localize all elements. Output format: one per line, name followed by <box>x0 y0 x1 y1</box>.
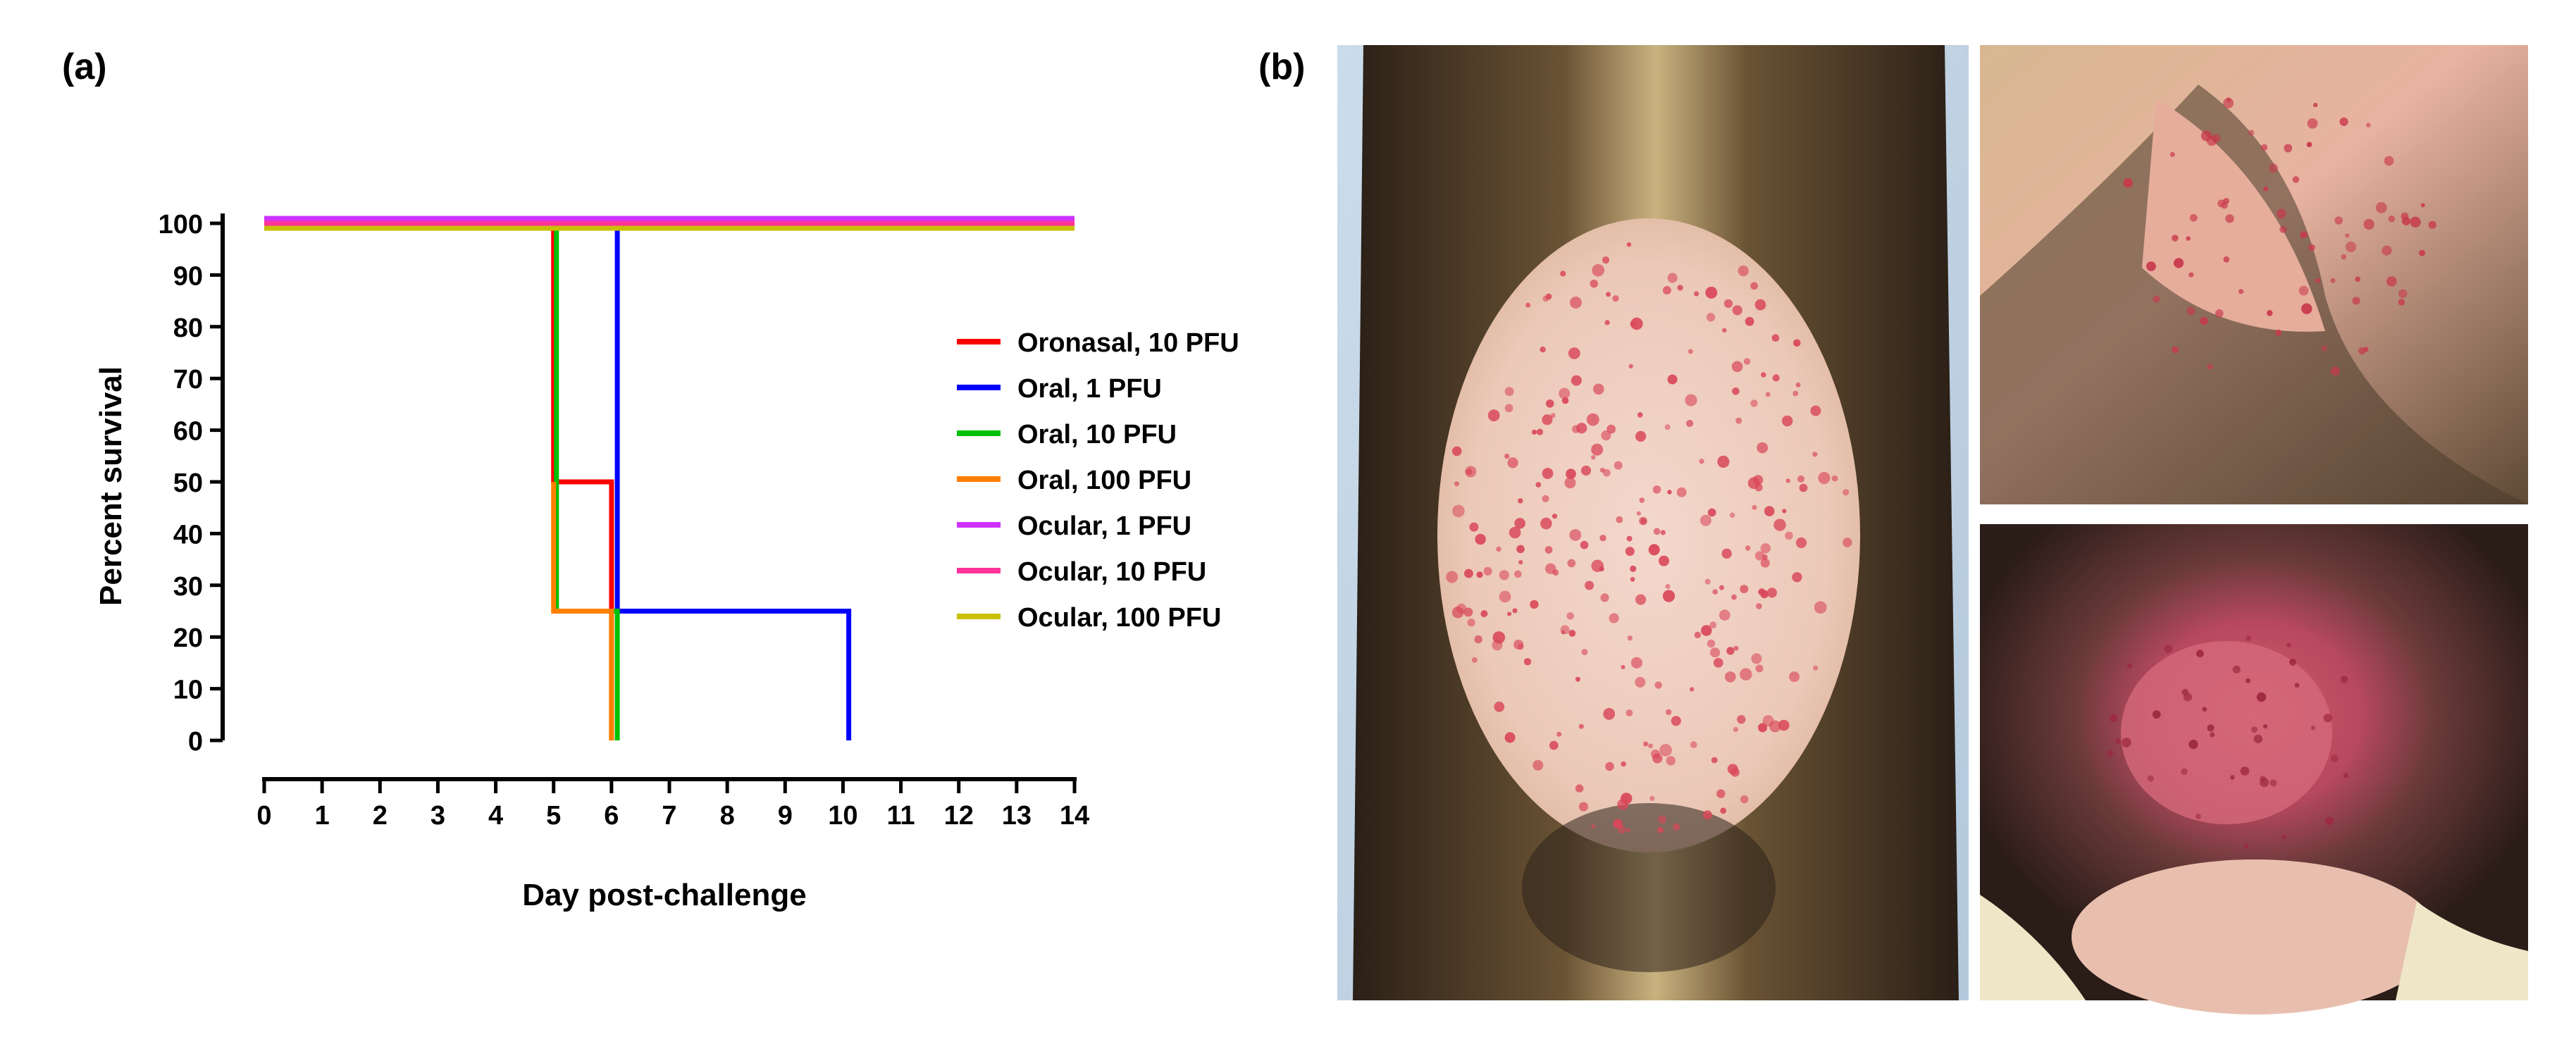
x-tick-label: 14 <box>1060 801 1089 831</box>
x-tick-label: 12 <box>944 801 974 831</box>
x-tick-label: 6 <box>604 801 619 831</box>
y-tick-label: 80 <box>173 313 203 343</box>
legend: Oronasal, 10 PFU Oral, 1 PFU Oral, 10 PFU O… <box>957 328 1239 633</box>
x-axis-label: Day post-challenge <box>522 878 806 912</box>
series-lines <box>264 216 1075 740</box>
x-tick-label: 0 <box>256 801 271 831</box>
legend-label: Oral, 100 PFU <box>1017 466 1191 495</box>
x-tick-label: 5 <box>546 801 561 831</box>
x-tick-label: 2 <box>373 801 388 831</box>
panel-a-label: (a) <box>62 46 107 87</box>
legend-label: Oral, 10 PFU <box>1017 420 1177 449</box>
x-tick-label: 11 <box>886 801 915 831</box>
chin-lesion-spots <box>2107 635 2348 849</box>
ear-lesion-spots <box>2123 97 2436 376</box>
y-axis-label: Percent survival <box>94 366 128 606</box>
legend-label: Ocular, 10 PFU <box>1017 557 1206 587</box>
photo-abdomen <box>1337 45 1969 1000</box>
series-line <box>551 482 614 740</box>
y-tick-label: 10 <box>173 676 203 705</box>
panel-b-label: (b) <box>1258 46 1305 87</box>
y-tick-label: 70 <box>173 365 203 395</box>
photo-chin <box>1980 524 2528 1014</box>
y-tick-label: 30 <box>173 572 203 602</box>
y-axis: 0 10 20 30 40 50 60 70 80 90 100 <box>159 210 225 757</box>
y-tick-label: 90 <box>173 261 203 291</box>
legend-label: Ocular, 100 PFU <box>1017 603 1221 633</box>
photo-ear <box>1980 45 2528 504</box>
x-tick-label: 8 <box>720 801 735 831</box>
series-line <box>264 221 614 740</box>
x-tick-label: 1 <box>315 801 330 831</box>
y-tick-label: 50 <box>173 468 203 498</box>
legend-label: Ocular, 1 PFU <box>1017 511 1191 541</box>
x-axis: 0 1 2 3 4 5 6 7 8 9 10 11 12 13 14 <box>256 777 1089 831</box>
y-tick-label: 60 <box>173 417 203 447</box>
legend-label: Oral, 1 PFU <box>1017 374 1162 404</box>
y-tick-label: 100 <box>159 210 203 240</box>
x-tick-label: 7 <box>662 801 676 831</box>
abdomen-rash-spots <box>1446 242 1852 834</box>
x-tick-label: 13 <box>1002 801 1032 831</box>
x-tick-label: 3 <box>431 801 445 831</box>
y-tick-label: 40 <box>173 520 203 549</box>
x-tick-label: 9 <box>778 801 793 831</box>
x-tick-label: 4 <box>488 801 503 831</box>
y-tick-label: 0 <box>188 727 203 757</box>
y-tick-label: 20 <box>173 623 203 653</box>
legend-label: Oronasal, 10 PFU <box>1017 328 1239 358</box>
x-tick-label: 10 <box>828 801 857 831</box>
